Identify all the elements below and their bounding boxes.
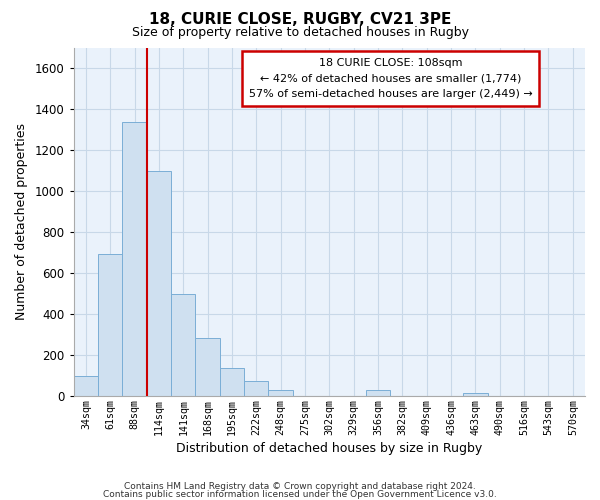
Y-axis label: Number of detached properties: Number of detached properties bbox=[15, 124, 28, 320]
Text: Contains HM Land Registry data © Crown copyright and database right 2024.: Contains HM Land Registry data © Crown c… bbox=[124, 482, 476, 491]
Bar bbox=[98, 254, 122, 396]
Text: Size of property relative to detached houses in Rugby: Size of property relative to detached ho… bbox=[131, 26, 469, 39]
Bar bbox=[366, 390, 390, 396]
Text: Contains public sector information licensed under the Open Government Licence v3: Contains public sector information licen… bbox=[103, 490, 497, 499]
Bar bbox=[74, 376, 98, 396]
Bar bbox=[244, 381, 268, 396]
X-axis label: Distribution of detached houses by size in Rugby: Distribution of detached houses by size … bbox=[176, 442, 482, 455]
Bar bbox=[122, 122, 147, 396]
Bar bbox=[147, 170, 171, 396]
Bar bbox=[463, 393, 488, 396]
Bar bbox=[220, 368, 244, 396]
Bar bbox=[171, 294, 196, 397]
Bar bbox=[196, 338, 220, 396]
Text: 18 CURIE CLOSE: 108sqm
← 42% of detached houses are smaller (1,774)
57% of semi-: 18 CURIE CLOSE: 108sqm ← 42% of detached… bbox=[249, 58, 533, 99]
Text: 18, CURIE CLOSE, RUGBY, CV21 3PE: 18, CURIE CLOSE, RUGBY, CV21 3PE bbox=[149, 12, 451, 28]
Bar bbox=[268, 390, 293, 396]
